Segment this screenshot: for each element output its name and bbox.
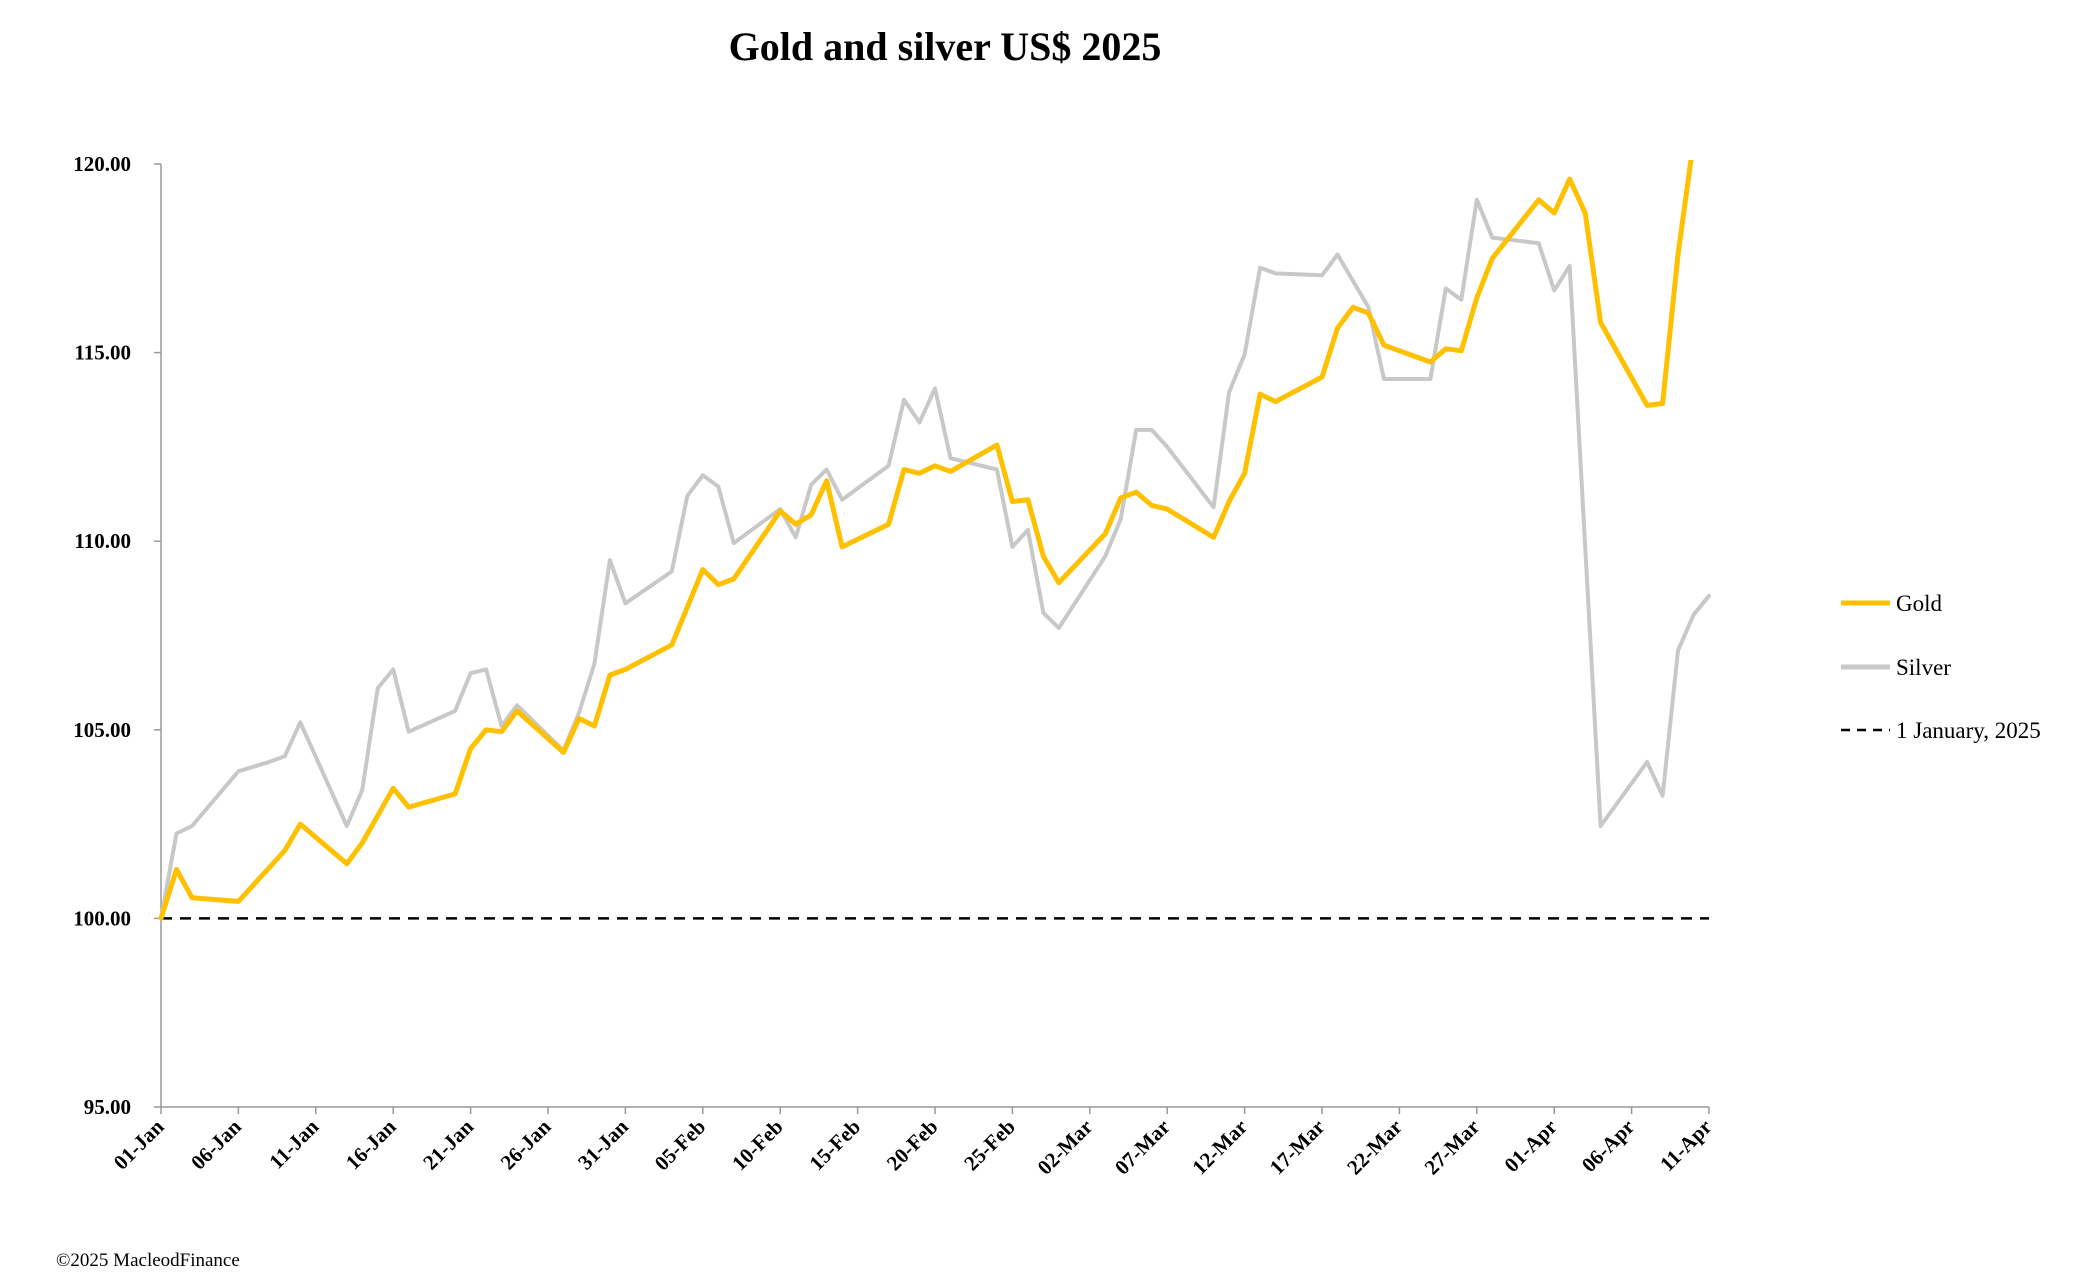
x-tick-label: 11-Jan	[264, 1114, 323, 1173]
x-tick-label: 31-Jan	[573, 1114, 633, 1174]
x-tick-label: 20-Feb	[882, 1115, 943, 1176]
series-line-gold	[158, 160, 1694, 921]
series-line-silver	[159, 197, 1711, 921]
y-tick-label: 100.00	[73, 906, 131, 930]
x-ticks: 01-Jan 06-Jan 11-Jan 16-Jan 21-Jan 26-Jan 31-J…	[109, 1107, 1717, 1179]
x-tick-label: 02-Mar	[1033, 1115, 1098, 1180]
x-tick-label: 17-Mar	[1265, 1115, 1330, 1180]
x-tick-label: 12-Mar	[1187, 1115, 1252, 1180]
x-tick-label: 05-Feb	[650, 1115, 711, 1176]
legend-label: Gold	[1896, 591, 1943, 616]
x-tick-label: 06-Apr	[1577, 1115, 1639, 1177]
legend-label: 1 January, 2025	[1896, 718, 2041, 743]
x-tick-label: 06-Jan	[186, 1114, 246, 1174]
x-tick-label: 27-Mar	[1420, 1115, 1485, 1180]
x-tick-label: 21-Jan	[418, 1114, 478, 1174]
x-tick-label: 22-Mar	[1342, 1115, 1407, 1180]
legend-label: Silver	[1896, 655, 1951, 680]
x-tick-label: 25-Feb	[959, 1115, 1020, 1176]
x-tick-label: 07-Mar	[1110, 1115, 1175, 1180]
y-tick-label: 105.00	[73, 718, 131, 742]
x-tick-label: 01-Apr	[1499, 1115, 1561, 1177]
x-tick-label: 16-Jan	[341, 1114, 401, 1174]
chart-title: Gold and silver US$ 2025	[729, 24, 1162, 69]
x-tick-label: 15-Feb	[804, 1115, 865, 1176]
y-tick-label: 115.00	[74, 341, 131, 365]
series-lines	[158, 160, 1711, 921]
x-tick-label: 01-Jan	[109, 1114, 169, 1174]
y-ticks: 95.00 100.00 105.00 110.00 115.00 120.00	[73, 152, 161, 1119]
x-tick-label: 10-Feb	[727, 1115, 788, 1176]
y-tick-label: 95.00	[84, 1095, 131, 1119]
y-tick-label: 110.00	[74, 529, 131, 553]
legend: Gold Silver 1 January, 2025	[1841, 591, 2041, 743]
x-tick-label: 26-Jan	[496, 1114, 556, 1174]
copyright-footer: ©2025 MacleodFinance	[56, 1250, 240, 1271]
x-tick-label: 11-Apr	[1655, 1115, 1717, 1177]
y-tick-label: 120.00	[73, 152, 131, 176]
